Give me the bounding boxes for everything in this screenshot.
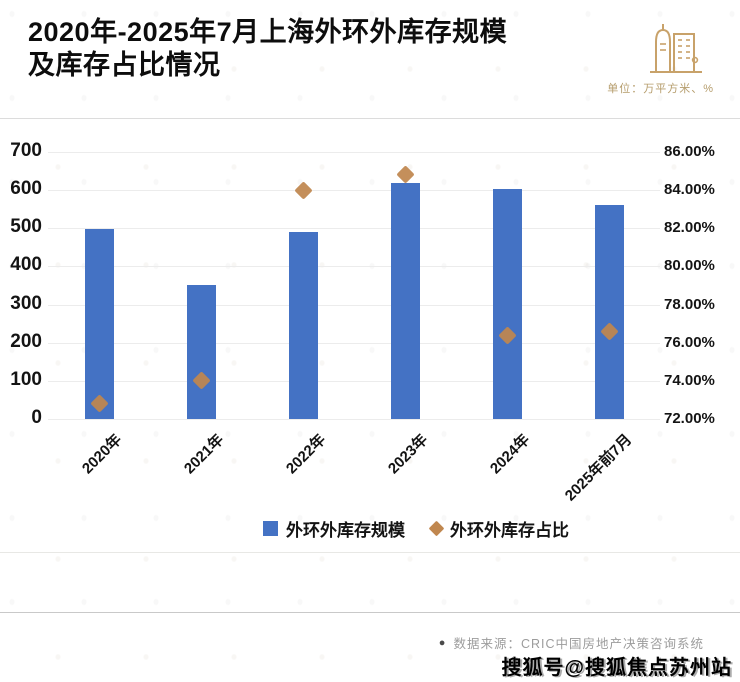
page-title: 2020年-2025年7月上海外环外库存规模 及库存占比情况: [28, 16, 618, 82]
y-axis-tick-left: 400: [10, 254, 42, 276]
diamond-series-swatch: [428, 520, 445, 537]
inventory-bar: [288, 232, 318, 419]
x-axis-label: 2023年: [384, 431, 432, 478]
footer-divider: [0, 612, 740, 613]
building-icon: [648, 20, 704, 78]
y-axis-tick-left: 500: [10, 216, 42, 238]
y-axis-tick-left: 100: [10, 368, 42, 390]
y-axis-tick-left: 600: [10, 178, 42, 200]
watermark-text: 搜狐号@搜狐焦点苏州站: [501, 657, 732, 679]
gridline: [48, 228, 660, 230]
y-axis-tick-left: 200: [10, 330, 42, 352]
chart-legend: 外环外库存规模 外环外库存占比: [46, 516, 740, 541]
page-title-line1: 2020年-2025年7月上海外环外库存规模: [28, 17, 508, 47]
x-axis-label: 2020年: [78, 431, 126, 478]
y-axis-tick-right: 72.00%: [664, 410, 715, 427]
legend-item-bar: 外环外库存规模: [263, 516, 405, 541]
y-axis-tick-right: 86.00%: [664, 143, 715, 160]
y-axis-tick-right: 78.00%: [664, 295, 715, 313]
page-title-line2: 及库存占比情况: [28, 49, 221, 80]
combo-chart: 外环外库存规模 外环外库存占比 0 100 200 300 400 500 600 700 72…: [0, 126, 740, 552]
x-axis-label: 2025年前7月: [561, 431, 636, 505]
x-axis-label: 2021年: [180, 431, 228, 478]
inventory-bar: [186, 284, 216, 419]
gridline: [48, 380, 660, 382]
y-axis-tick-left: 300: [10, 292, 42, 314]
bullet-icon: ●: [438, 636, 447, 649]
x-axis-label: 2022年: [282, 431, 330, 478]
y-axis-tick-right: 84.00%: [664, 181, 715, 199]
ratio-point: [293, 180, 313, 200]
inventory-bar: [594, 205, 624, 419]
unit-label: 单位：万平方米、%: [607, 83, 714, 95]
inventory-bar: [390, 182, 420, 419]
header: 2020年-2025年7月上海外环外库存规模 及库存占比情况 单位：万平方米、%: [0, 0, 740, 118]
gridline: [48, 342, 660, 344]
chart-bottom-divider: [0, 552, 740, 553]
bar-series-label: 外环外库存规模: [286, 521, 405, 540]
y-axis-tick-left: 700: [10, 140, 42, 161]
bar-series-swatch: [263, 521, 278, 536]
legend-item-ratio: 外环外库存占比: [428, 516, 569, 541]
ratio-point: [395, 165, 415, 185]
gridline: [48, 419, 660, 420]
y-axis-tick-right: 80.00%: [664, 257, 715, 275]
ratio-series-label: 外环外库存占比: [450, 521, 569, 540]
header-divider: [0, 118, 740, 119]
data-source-text: 数据来源：CRIC中国房地产决策咨询系统: [453, 637, 704, 651]
gridline: [48, 266, 660, 268]
inventory-bar: [84, 229, 114, 419]
x-axis-label: 2024年: [486, 431, 534, 478]
y-axis-tick-right: 82.00%: [664, 219, 715, 237]
gridline: [48, 190, 660, 192]
inventory-bar: [492, 188, 522, 419]
y-axis-tick-right: 74.00%: [664, 371, 715, 389]
y-axis-tick-right: 76.00%: [664, 333, 715, 351]
gridline: [48, 304, 660, 306]
y-axis-tick-left: 0: [31, 407, 42, 428]
gridline: [48, 152, 660, 153]
data-source: ● 数据来源：CRIC中国房地产决策咨询系统: [439, 633, 704, 652]
